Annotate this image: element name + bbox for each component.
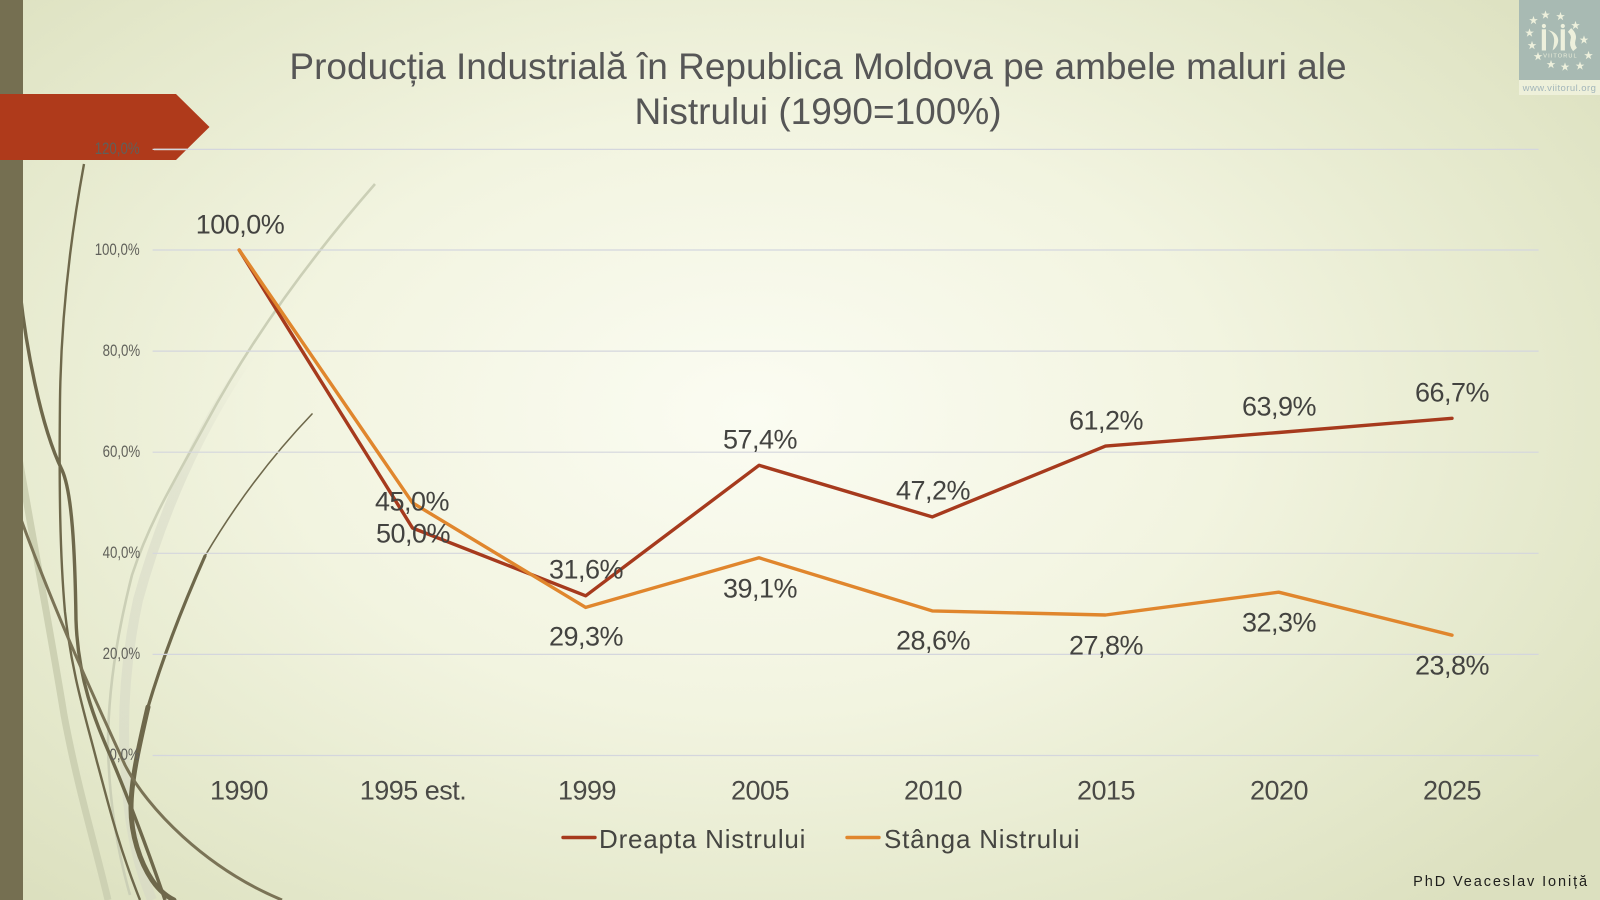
svg-text:VIITORUL: VIITORUL xyxy=(1543,54,1578,60)
